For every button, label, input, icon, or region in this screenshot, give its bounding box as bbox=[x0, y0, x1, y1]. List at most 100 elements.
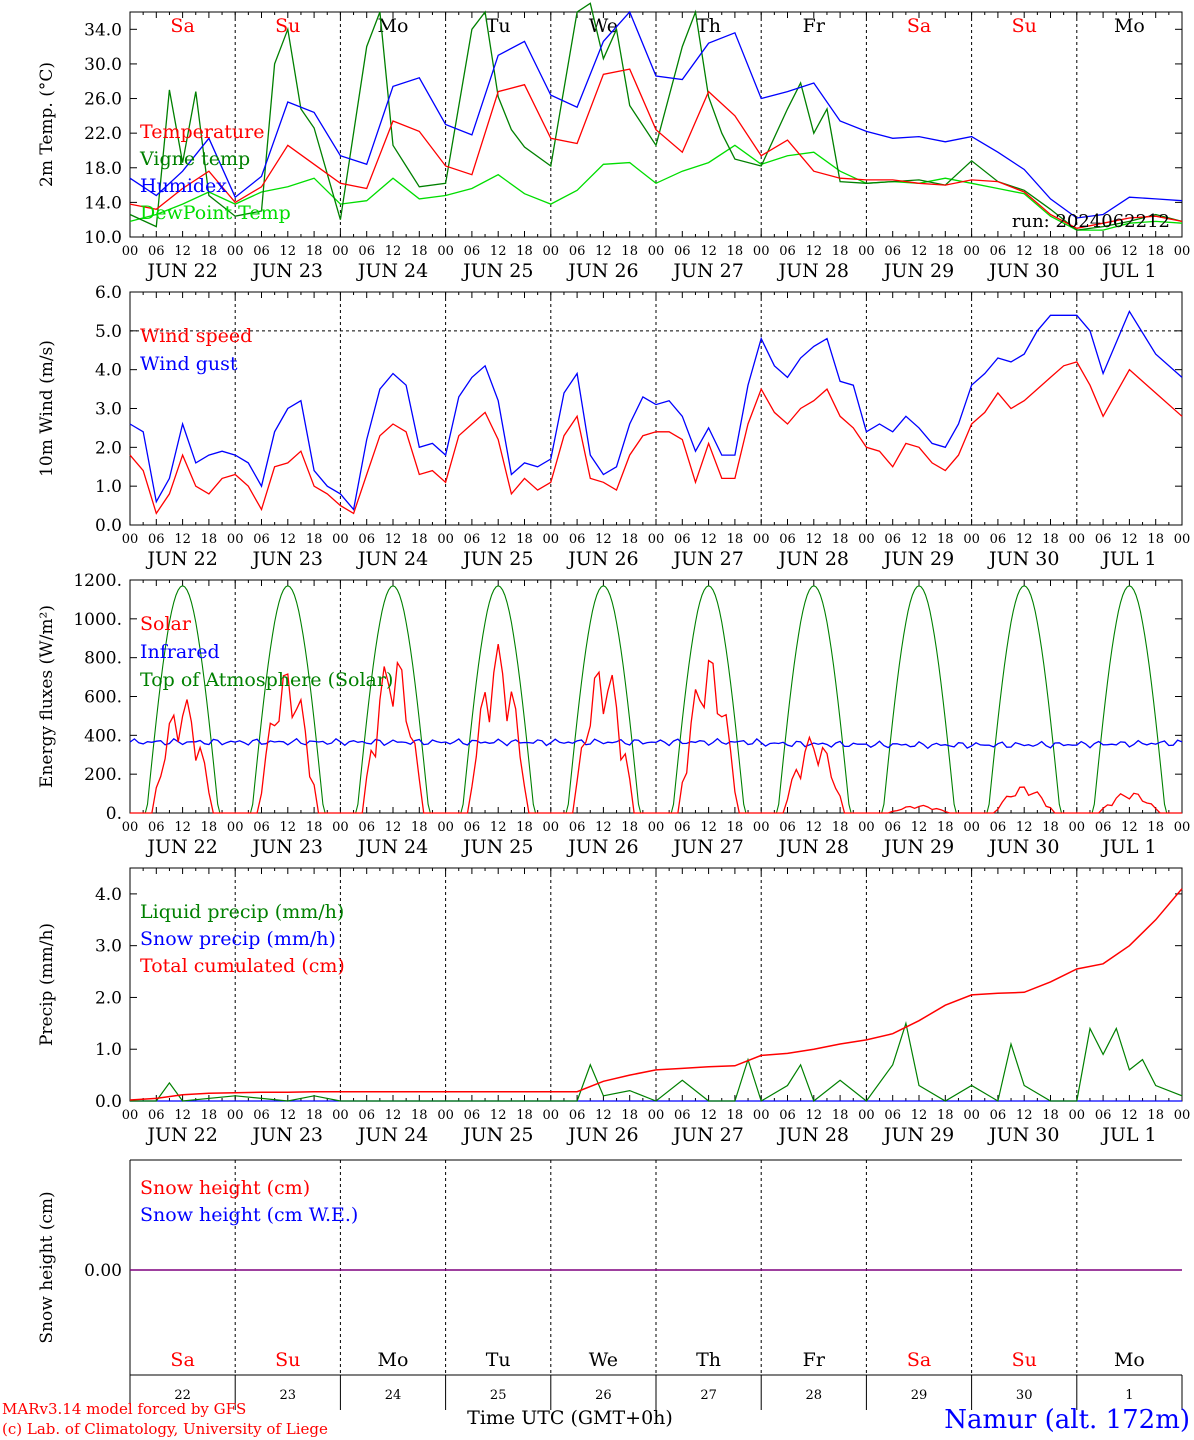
hour-tick-label: 12 bbox=[174, 1108, 191, 1123]
hour-tick-label: 00 bbox=[648, 820, 665, 835]
hour-tick-label: 00 bbox=[963, 1108, 980, 1123]
hour-tick-label: 18 bbox=[306, 1108, 323, 1123]
weekday-label: Sa bbox=[907, 1349, 931, 1371]
hour-tick-label: 18 bbox=[937, 244, 954, 259]
hour-tick-label: 06 bbox=[1095, 1108, 1112, 1123]
hour-tick-label: 00 bbox=[332, 244, 349, 259]
weekday-label: Fr bbox=[803, 15, 826, 37]
hour-tick-label: 00 bbox=[122, 820, 139, 835]
hour-tick-label: 00 bbox=[332, 820, 349, 835]
hour-tick-label: 18 bbox=[937, 820, 954, 835]
hour-tick-label: 00 bbox=[648, 244, 665, 259]
run-label: run: 2024062212 bbox=[1012, 211, 1170, 232]
date-label: JUN 24 bbox=[356, 1124, 428, 1146]
hour-tick-label: 06 bbox=[674, 532, 691, 547]
hour-tick-label: 06 bbox=[358, 820, 375, 835]
weekday-label: We bbox=[589, 15, 618, 37]
date-label: JUN 28 bbox=[777, 548, 849, 570]
y-axis-label: Snow height (cm) bbox=[37, 1191, 57, 1343]
hour-tick-label: 18 bbox=[621, 532, 638, 547]
series-line-0 bbox=[129, 68, 1183, 229]
date-label: JUN 27 bbox=[671, 260, 743, 282]
hour-tick-label: 18 bbox=[411, 244, 428, 259]
lab-credit: (c) Lab. of Climatology, University of L… bbox=[2, 1420, 328, 1438]
day-number-label: 29 bbox=[911, 1388, 928, 1403]
hour-tick-label: 06 bbox=[990, 820, 1007, 835]
date-label: JUN 23 bbox=[251, 260, 323, 282]
legend-entry: Top of Atmosphere (Solar) bbox=[140, 669, 393, 691]
date-label: JUN 29 bbox=[882, 260, 954, 282]
date-label: JUN 28 bbox=[777, 1124, 849, 1146]
day-number-label: 24 bbox=[385, 1388, 402, 1403]
wind-panel: 0.0 1.0 2.0 3.0 4.0 5.0 6.0 10m Wind (m/s) 00 06 1… bbox=[37, 283, 1190, 570]
hour-tick-label: 00 bbox=[1174, 244, 1191, 259]
x-axis-label: Time UTC (GMT+0h) bbox=[467, 1407, 673, 1429]
hour-tick-label: 06 bbox=[1095, 244, 1112, 259]
hour-tick-label: 06 bbox=[253, 1108, 270, 1123]
hour-tick-label: 18 bbox=[1147, 244, 1164, 259]
y-tick-label: 800. bbox=[84, 649, 122, 669]
hour-tick-label: 12 bbox=[1121, 1108, 1138, 1123]
hour-tick-label: 00 bbox=[858, 244, 875, 259]
day-number-label: 26 bbox=[595, 1388, 612, 1403]
hour-tick-label: 00 bbox=[753, 244, 770, 259]
hour-tick-label: 12 bbox=[595, 820, 612, 835]
hour-tick-label: 06 bbox=[990, 532, 1007, 547]
legend-entry: Snow height (cm) bbox=[140, 1177, 310, 1199]
legend-entry: Temperature bbox=[140, 121, 264, 143]
hour-tick-label: 06 bbox=[884, 820, 901, 835]
y-tick-label: 600. bbox=[84, 688, 122, 708]
day-number-label: 27 bbox=[700, 1388, 717, 1403]
hour-tick-label: 12 bbox=[385, 820, 402, 835]
y-axis-label: Energy fluxes (W/m²) bbox=[37, 605, 57, 788]
hour-tick-label: 00 bbox=[963, 532, 980, 547]
date-label: JUN 25 bbox=[461, 260, 533, 282]
date-label: JUN 30 bbox=[987, 260, 1059, 282]
hour-tick-label: 06 bbox=[358, 532, 375, 547]
legend-entry: Snow precip (mm/h) bbox=[140, 928, 336, 950]
y-tick-label: 18.0 bbox=[84, 159, 122, 179]
y-axis-label: Precip (mm/h) bbox=[37, 923, 57, 1046]
hour-tick-label: 06 bbox=[358, 1108, 375, 1123]
hour-tick-label: 06 bbox=[884, 532, 901, 547]
hour-tick-label: 12 bbox=[174, 244, 191, 259]
y-tick-label: 22.0 bbox=[84, 124, 122, 144]
hour-tick-label: 12 bbox=[911, 820, 928, 835]
y-tick-label: 6.0 bbox=[95, 283, 122, 303]
day-number-label: 28 bbox=[806, 1388, 823, 1403]
date-label: JUN 25 bbox=[461, 1124, 533, 1146]
weekday-label: Su bbox=[1012, 15, 1037, 37]
hour-tick-label: 12 bbox=[490, 532, 507, 547]
weekday-label: Sa bbox=[170, 1349, 194, 1371]
hour-tick-label: 18 bbox=[727, 532, 744, 547]
hour-tick-label: 06 bbox=[674, 820, 691, 835]
hour-tick-label: 00 bbox=[648, 532, 665, 547]
date-label: JUN 25 bbox=[461, 836, 533, 858]
day-number-label: 22 bbox=[174, 1388, 191, 1403]
hour-tick-label: 12 bbox=[1016, 1108, 1033, 1123]
hour-tick-label: 18 bbox=[306, 244, 323, 259]
hour-tick-label: 00 bbox=[227, 244, 244, 259]
hour-tick-label: 06 bbox=[464, 1108, 481, 1123]
y-tick-label: 30.0 bbox=[84, 55, 122, 75]
model-credit: MARv3.14 model forced by GFS bbox=[2, 1400, 246, 1418]
hour-tick-label: 18 bbox=[832, 820, 849, 835]
date-label: JUN 26 bbox=[566, 548, 638, 570]
hour-tick-label: 00 bbox=[227, 820, 244, 835]
legend-entry: Snow height (cm W.E.) bbox=[140, 1204, 358, 1226]
date-label: JUN 27 bbox=[671, 836, 743, 858]
hour-tick-label: 18 bbox=[1147, 820, 1164, 835]
hour-tick-label: 18 bbox=[306, 532, 323, 547]
hour-tick-label: 06 bbox=[779, 244, 796, 259]
series-line-1 bbox=[129, 309, 1183, 511]
weekday-label: Fr bbox=[803, 1349, 826, 1371]
hour-tick-label: 18 bbox=[727, 244, 744, 259]
hour-tick-label: 12 bbox=[700, 244, 717, 259]
weekday-label: Mo bbox=[378, 1349, 409, 1371]
hour-tick-label: 12 bbox=[1016, 820, 1033, 835]
weekday-label: Su bbox=[275, 1349, 300, 1371]
y-tick-label: 2.0 bbox=[95, 438, 122, 458]
date-label: JUN 27 bbox=[671, 1124, 743, 1146]
hour-tick-label: 00 bbox=[1069, 820, 1086, 835]
station-name: Namur (alt. 172m) bbox=[944, 1405, 1190, 1435]
